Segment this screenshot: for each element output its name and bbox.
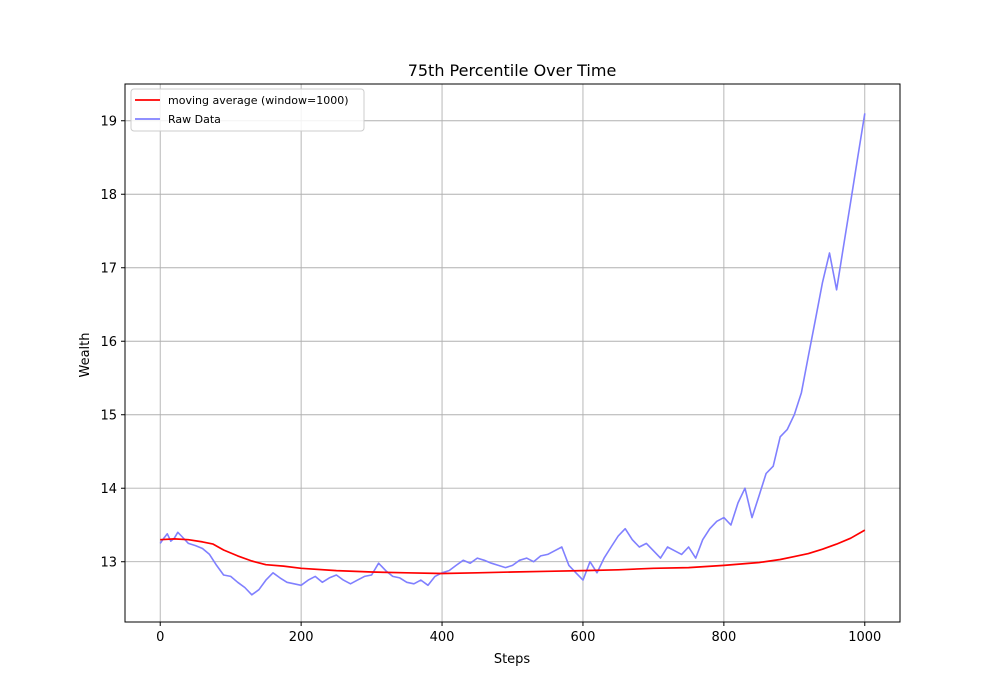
legend-box — [130, 88, 365, 132]
y-tick-label: 15 — [100, 409, 117, 424]
series-line-moving-average-window-1000 — [160, 529, 866, 575]
grid — [125, 84, 900, 622]
x-tick-label: 0 — [156, 630, 164, 645]
y-axis-label: Wealth — [78, 332, 93, 377]
y-tick-label: 17 — [100, 262, 117, 277]
y-tick-label: 14 — [100, 482, 117, 497]
legend-entry: Raw Data — [168, 113, 221, 126]
series-layer — [159, 113, 866, 596]
plot-frame — [124, 83, 901, 623]
y-axis-ticks: 13 14 15 16 17 18 19 — [100, 115, 125, 571]
x-axis-label: Steps — [494, 652, 531, 667]
x-tick-label: 1000 — [848, 630, 881, 645]
x-tick-label: 400 — [430, 630, 455, 645]
x-tick-label: 800 — [711, 630, 736, 645]
legend: moving average (window=1000) Raw Data — [130, 88, 365, 132]
y-tick-label: 19 — [100, 115, 117, 130]
x-axis-ticks: 0 200 400 600 800 1000 — [156, 622, 881, 645]
x-tick-label: 600 — [571, 630, 596, 645]
y-tick-label: 16 — [100, 335, 117, 350]
y-tick-label: 18 — [100, 188, 117, 203]
series-line-raw-data — [159, 113, 866, 596]
legend-entry: moving average (window=1000) — [168, 94, 349, 107]
x-tick-label: 200 — [289, 630, 314, 645]
y-tick-label: 13 — [100, 556, 117, 571]
chart-title: 75th Percentile Over Time — [408, 61, 617, 80]
